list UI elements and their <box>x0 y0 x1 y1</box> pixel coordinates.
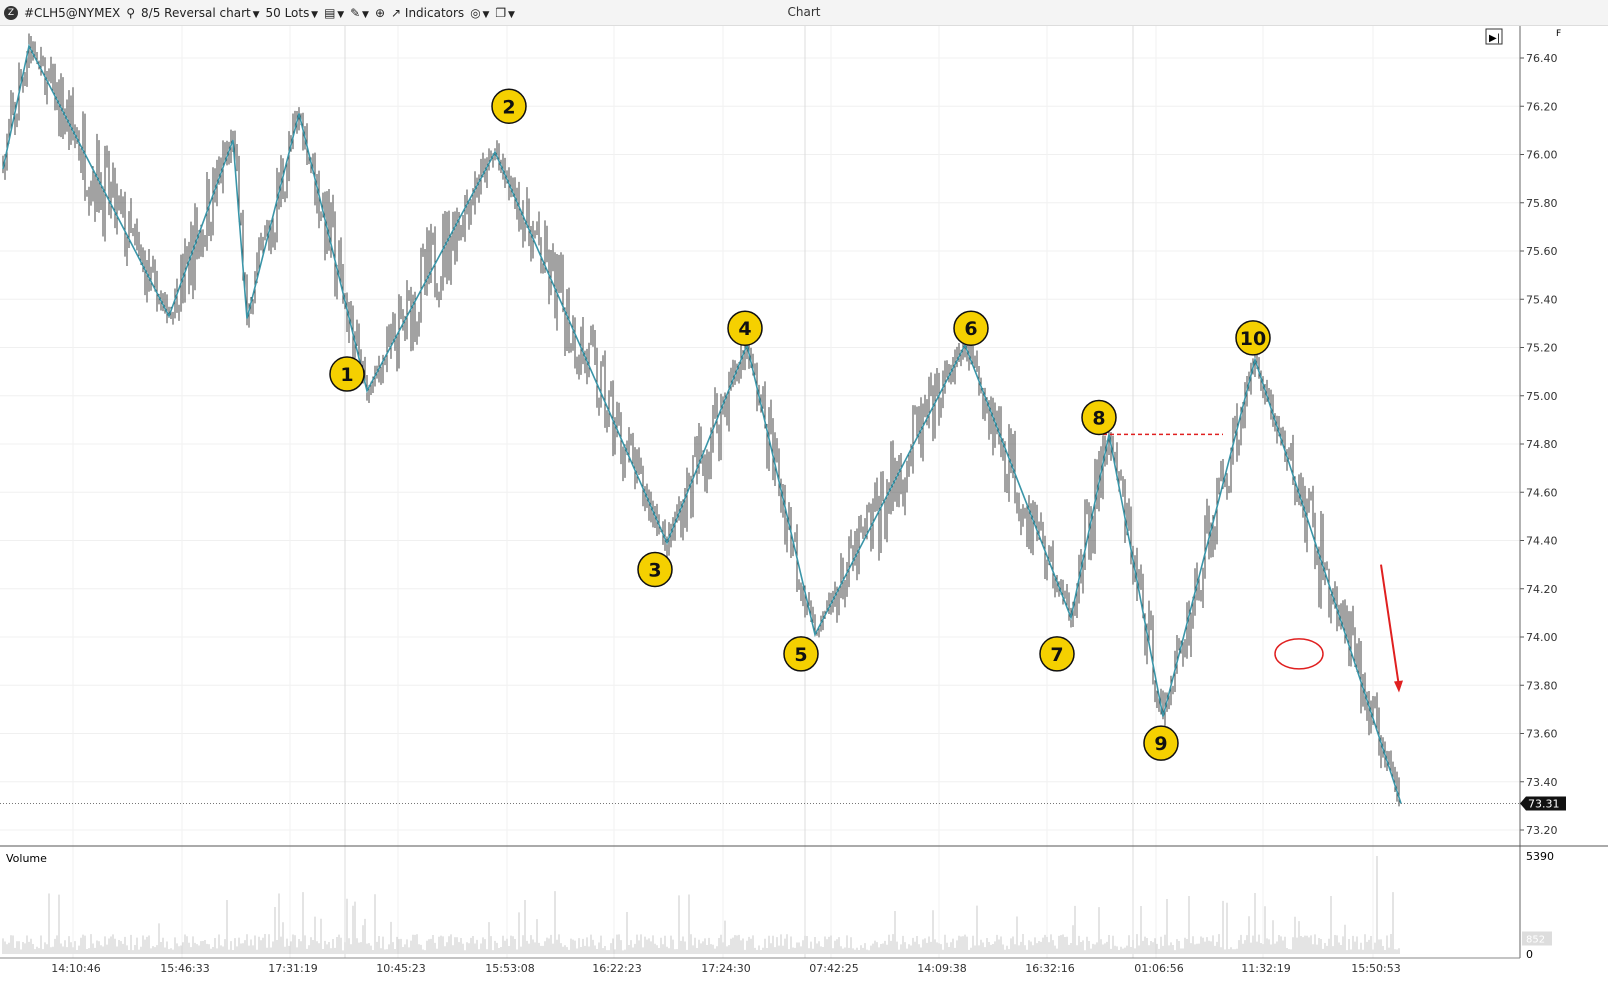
price-tick-label: 74.00 <box>1526 631 1558 644</box>
pivot-label-circle <box>491 88 527 124</box>
price-tick-label: 76.40 <box>1526 52 1558 65</box>
price-tick-label: 73.80 <box>1526 679 1558 692</box>
pivot-label-circle <box>783 636 819 672</box>
time-label: 17:24:30 <box>701 962 750 975</box>
time-label: 01:06:56 <box>1134 962 1183 975</box>
time-label: 11:32:19 <box>1241 962 1290 975</box>
f-icon: F <box>1556 29 1561 39</box>
pivot-label: 5 <box>794 644 807 666</box>
price-tick-label: 75.60 <box>1526 245 1558 258</box>
price-tick-label: 74.20 <box>1526 583 1558 596</box>
scroll-to-end-icon: ▶| <box>1489 33 1500 44</box>
pivot-label-circle <box>1235 320 1271 356</box>
pivot-label: 4 <box>738 318 751 340</box>
price-tick-label: 73.20 <box>1526 824 1558 837</box>
pivot-label-circle <box>329 356 365 392</box>
price-tick-label: 75.80 <box>1526 197 1558 210</box>
draw-pencil-icon[interactable]: ✎ ▼ <box>350 5 369 20</box>
price-tick-label: 76.00 <box>1526 149 1558 162</box>
support-ellipse <box>1274 638 1324 670</box>
price-tick-label: 76.20 <box>1526 100 1558 113</box>
time-label: 15:50:53 <box>1351 962 1400 975</box>
zigzag-line <box>2 43 1402 804</box>
time-label: 10:45:23 <box>376 962 425 975</box>
time-label: 14:09:38 <box>917 962 966 975</box>
lots-label: 50 Lots <box>265 5 310 20</box>
price-tick-label: 74.80 <box>1526 438 1558 451</box>
search-icon[interactable]: ⚲ <box>126 5 136 20</box>
pivot-label-circle <box>1081 399 1117 436</box>
pivot-label: 9 <box>1154 733 1167 755</box>
price-tick-label: 75.20 <box>1526 342 1558 355</box>
symbol-label[interactable]: #CLH5@NYMEX <box>24 5 121 20</box>
time-label: 16:22:23 <box>592 962 641 975</box>
time-label: 17:31:19 <box>268 962 317 975</box>
pivot-label: 1 <box>340 364 353 386</box>
time-label: 15:46:33 <box>160 962 209 975</box>
pivot-label: 2 <box>502 96 515 118</box>
price-tick-label: 74.40 <box>1526 535 1558 548</box>
price-tick-label: 75.40 <box>1526 293 1558 306</box>
crosshair-icon[interactable]: ◎ ▼ <box>470 5 490 20</box>
price-tick-label: 73.40 <box>1526 776 1558 789</box>
time-label: 07:42:25 <box>809 962 858 975</box>
logo-icon[interactable]: Z <box>4 5 18 20</box>
current-price-badge <box>1520 796 1566 811</box>
pivot-label: 10 <box>1240 328 1266 350</box>
volume-zero-label: 0 <box>1526 948 1533 961</box>
price-tick-label: 74.60 <box>1526 486 1558 499</box>
lots-dropdown[interactable]: 50 Lots ▼ <box>265 5 319 20</box>
chart-type-dropdown[interactable]: 8/5 Reversal chart ▼ <box>141 5 260 20</box>
time-label: 14:10:46 <box>51 962 100 975</box>
price-tick-label: 75.00 <box>1526 390 1558 403</box>
pivot-label: 7 <box>1050 644 1063 666</box>
pivot-label-circle <box>727 310 763 346</box>
pivot-label: 3 <box>648 559 661 581</box>
pivot-label-circle <box>1143 725 1179 761</box>
window-icon[interactable]: ❐ ▼ <box>495 5 515 20</box>
price-tick-label: 73.60 <box>1526 728 1558 741</box>
pivot-label-circle <box>1039 636 1075 672</box>
zoom-icon[interactable]: ⊕ <box>374 5 386 20</box>
chart-type-label: 8/5 Reversal chart <box>141 5 251 20</box>
volume-max-label: 5390 <box>1526 850 1554 863</box>
scroll-to-end-button[interactable] <box>1485 28 1503 45</box>
pivot-label-circle <box>953 310 989 346</box>
toolbar: Z #CLH5@NYMEX ⚲ 8/5 Reversal chart ▼ 50 … <box>0 0 1608 26</box>
time-label: 15:53:08 <box>485 962 534 975</box>
volume-current-label: 852 <box>1526 935 1545 946</box>
down-arrow <box>1380 564 1400 687</box>
pivot-label: 8 <box>1092 407 1105 429</box>
time-label: 16:32:16 <box>1025 962 1074 975</box>
volume-label: Volume <box>6 852 47 865</box>
indicators-button[interactable]: ↗ Indicators <box>391 5 465 20</box>
down-arrow-head <box>1394 680 1403 693</box>
pivot-label-circle <box>637 551 673 588</box>
template-icon[interactable]: ▤ ▼ <box>324 5 345 20</box>
volume-current-badge <box>1522 931 1552 946</box>
current-price-label: 73.31 <box>1528 797 1560 810</box>
indicators-label: Indicators <box>404 5 465 20</box>
chart-area[interactable]: 76.40 76.20 76.00 75.80 75.60 75.40 75.20 75.00… <box>0 26 1608 1004</box>
pivot-label: 6 <box>964 318 977 340</box>
